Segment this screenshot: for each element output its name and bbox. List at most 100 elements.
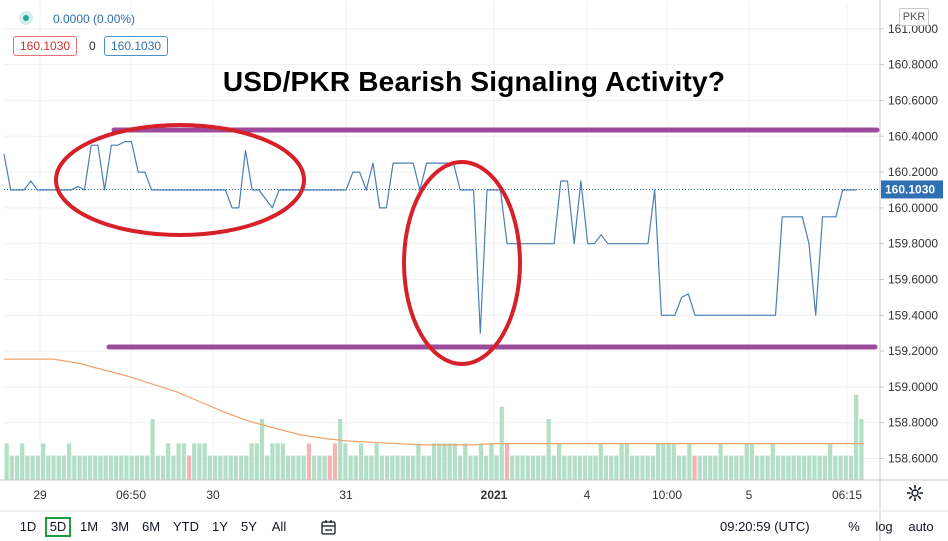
- range-1d-button[interactable]: 1D: [19, 519, 37, 534]
- volume-bar: [807, 455, 812, 480]
- utc-clock[interactable]: 09:20:59 (UTC): [720, 519, 810, 534]
- volume-bar: [306, 443, 312, 480]
- volume-bar: [113, 455, 119, 480]
- volume-bar: [828, 443, 833, 480]
- range-1y-button[interactable]: 1Y: [212, 519, 228, 534]
- volume-bar: [77, 455, 82, 480]
- volume-bar: [103, 455, 108, 480]
- y-tick-label: 159.0000: [888, 380, 938, 394]
- y-tick-label: 158.8000: [888, 416, 938, 430]
- volume-bar: [416, 443, 421, 480]
- volume-bar: [35, 455, 40, 480]
- volume-bar: [838, 455, 843, 480]
- volume-bar: [457, 455, 463, 480]
- volume-bar: [322, 455, 327, 480]
- volume-bar: [192, 443, 197, 480]
- volume-bar: [254, 443, 259, 480]
- volume-bar: [770, 443, 775, 480]
- volume-bar: [291, 455, 296, 480]
- volume-bar: [212, 455, 218, 480]
- y-tick-label: 158.6000: [888, 452, 938, 466]
- volume-bar: [494, 455, 499, 480]
- volume-bar: [734, 455, 739, 480]
- volume-bar: [848, 455, 854, 480]
- volume-bar: [233, 455, 239, 480]
- volume-bar: [46, 455, 51, 480]
- percent-scale-button[interactable]: %: [848, 519, 860, 534]
- range-ytd-button[interactable]: YTD: [173, 519, 199, 534]
- volume-bar: [567, 455, 572, 480]
- volume-bar: [452, 443, 457, 480]
- volume-layer: [4, 358, 864, 480]
- volume-bar: [181, 443, 186, 480]
- volume-bar: [82, 455, 87, 480]
- volume-bar: [98, 455, 103, 480]
- volume-bar: [671, 443, 676, 480]
- range-5y-button[interactable]: 5Y: [241, 519, 257, 534]
- volume-bar: [603, 455, 609, 480]
- volume-bar: [379, 455, 384, 480]
- volume-bar: [478, 443, 484, 480]
- volume-bar: [384, 455, 390, 480]
- volume-bar: [223, 455, 228, 480]
- x-tick-label: 31: [339, 488, 353, 502]
- volume-bar: [859, 419, 864, 480]
- y-tick-label: 159.2000: [888, 344, 938, 358]
- volume-bar: [468, 455, 473, 480]
- range-5d-button[interactable]: 5D: [45, 517, 71, 537]
- volume-bar: [781, 455, 786, 480]
- log-scale-button[interactable]: log: [875, 519, 893, 534]
- volume-bar: [536, 455, 541, 480]
- volume-bar: [744, 443, 749, 480]
- volume-bar: [176, 443, 181, 480]
- volume-bar: [541, 455, 546, 480]
- auto-scale-button[interactable]: auto: [908, 519, 934, 534]
- annotation-ellipses: [54, 123, 522, 366]
- date-range-icon[interactable]: [320, 519, 338, 537]
- ask-price-button[interactable]: 160.1030: [104, 36, 169, 56]
- volume-bar: [67, 443, 72, 480]
- bid-price-button[interactable]: 160.1030: [13, 36, 78, 56]
- time-axis: 29 06:50 30 31 2021 4 10:00 5 06:15: [0, 479, 948, 512]
- volume-bar: [442, 443, 447, 480]
- volume-bar: [624, 443, 629, 480]
- range-3m-button[interactable]: 3M: [110, 519, 130, 534]
- volume-bar: [421, 455, 426, 480]
- volume-bar: [218, 455, 223, 480]
- bottom-toolbar: 1D 5D 1M 3M 6M YTD 1Y 5Y All 09:20:59 (U…: [0, 513, 948, 541]
- volume-bar: [708, 455, 713, 480]
- volume-bar: [426, 455, 431, 480]
- volume-bar: [285, 455, 291, 480]
- volume-bar: [9, 455, 14, 480]
- volume-bar: [395, 455, 400, 480]
- x-tick-label: 06:50: [116, 488, 146, 502]
- y-tick-label: 160.8000: [888, 58, 938, 72]
- volume-bar: [207, 455, 212, 480]
- volume-bar: [572, 455, 577, 480]
- highlight-ellipse-left: [54, 123, 306, 237]
- volume-bar: [301, 455, 306, 480]
- range-all-button[interactable]: All: [271, 519, 287, 534]
- volume-bar: [551, 455, 556, 480]
- volume-bar: [546, 419, 551, 480]
- volume-bar: [718, 443, 723, 480]
- settings-gear-icon[interactable]: [906, 484, 924, 502]
- volume-bar: [697, 455, 702, 480]
- volume-bar: [629, 455, 635, 480]
- volume-bar: [134, 455, 140, 480]
- chart-grid: [4, 2, 880, 480]
- volume-bar: [645, 455, 650, 480]
- volume-bar: [702, 455, 708, 480]
- volume-bar: [296, 455, 301, 480]
- range-1m-button[interactable]: 1M: [79, 519, 99, 534]
- volume-bar: [489, 443, 494, 480]
- volume-bar: [374, 443, 379, 480]
- range-6m-button[interactable]: 6M: [141, 519, 161, 534]
- volume-bar: [353, 455, 358, 480]
- currency-badge[interactable]: PKR: [899, 8, 929, 26]
- volume-bar: [822, 455, 828, 480]
- volume-bar: [447, 443, 452, 480]
- volume-bar: [244, 455, 249, 480]
- volume-bar: [676, 455, 682, 480]
